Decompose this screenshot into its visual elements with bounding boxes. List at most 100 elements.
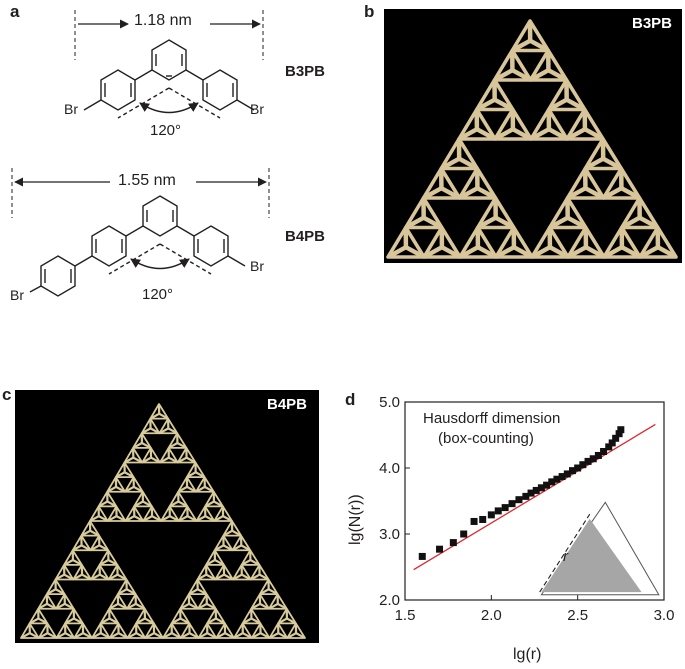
molecule-arm bbox=[475, 185, 494, 198]
data-point bbox=[501, 504, 509, 512]
molecule-ring bbox=[494, 225, 534, 259]
molecule-arm bbox=[162, 515, 171, 521]
molecule-arm bbox=[425, 185, 444, 198]
molecule-arm bbox=[606, 244, 625, 257]
molecule-arm bbox=[134, 441, 144, 448]
molecule-ring bbox=[142, 505, 162, 522]
molecule-ring bbox=[474, 78, 515, 112]
molecule-arm bbox=[46, 632, 56, 638]
molecule-ring bbox=[529, 107, 569, 141]
molecule-ring bbox=[89, 505, 109, 522]
molecule-arm bbox=[197, 485, 206, 492]
molecule-ring bbox=[457, 107, 497, 141]
molecule-arm bbox=[169, 441, 179, 448]
molecule-ring bbox=[565, 166, 606, 200]
molecule-arm bbox=[116, 573, 126, 580]
molecule-arm bbox=[126, 485, 135, 492]
molecule-ring bbox=[187, 578, 208, 596]
molecule-ring bbox=[215, 622, 235, 639]
molecule-arm bbox=[164, 632, 173, 638]
molecule-arm bbox=[118, 588, 128, 595]
molecule-arm bbox=[619, 244, 638, 257]
molecule-arm bbox=[443, 156, 462, 169]
molecule-ring bbox=[135, 607, 155, 625]
molecule-arm bbox=[101, 617, 111, 624]
data-point bbox=[508, 500, 516, 508]
y-axis-label: lg(N(r)) bbox=[347, 494, 364, 545]
inset-shaded-region bbox=[541, 518, 642, 593]
y-tick-label: 2.0 bbox=[379, 592, 400, 609]
molecule-ring bbox=[90, 563, 110, 581]
data-point bbox=[589, 455, 597, 463]
molecule-ring bbox=[213, 505, 233, 522]
inset-sierpinski bbox=[539, 501, 660, 596]
molecule-ring bbox=[55, 622, 76, 639]
molecule-ring bbox=[547, 196, 588, 230]
molecule-arm bbox=[583, 185, 602, 198]
panel-label-b: b bbox=[364, 2, 375, 21]
b3pb-structure bbox=[83, 39, 255, 119]
molecule-arm bbox=[80, 544, 90, 551]
molecule-arm bbox=[439, 244, 458, 257]
molecule-ring bbox=[638, 225, 678, 259]
b3pb-angle: 120° bbox=[150, 122, 182, 139]
molecule-ring bbox=[197, 622, 218, 639]
molecule-arm bbox=[511, 244, 530, 257]
molecule-ring bbox=[108, 622, 129, 639]
molecule-ring bbox=[54, 563, 75, 581]
molecule-arm bbox=[98, 573, 108, 580]
molecule-arm bbox=[221, 515, 231, 521]
molecule-arm bbox=[168, 515, 178, 521]
molecule-arm bbox=[28, 632, 38, 638]
b4pb-length: 1.55 nm bbox=[118, 172, 176, 189]
molecule-arm bbox=[241, 632, 251, 638]
molecule-ring bbox=[214, 563, 234, 581]
molecule-arm bbox=[199, 602, 208, 609]
data-point bbox=[479, 515, 487, 523]
molecule-ring bbox=[124, 505, 145, 522]
b4pb-br-right: Br bbox=[250, 258, 264, 274]
data-point bbox=[537, 484, 545, 492]
molecule-arm bbox=[623, 215, 642, 228]
molecule-arm bbox=[181, 602, 191, 609]
molecule-arm bbox=[57, 602, 66, 609]
molecule-arm bbox=[551, 215, 570, 228]
molecule-ring bbox=[64, 607, 84, 625]
molecule-ring bbox=[205, 549, 225, 566]
molecule-arm bbox=[123, 471, 133, 478]
molecule-arm bbox=[185, 456, 195, 463]
molecule-arm bbox=[73, 544, 83, 551]
chart-annotation-line1: Hausdorff dimension bbox=[423, 410, 561, 427]
molecule-ring bbox=[91, 622, 111, 639]
molecule-arm bbox=[279, 617, 289, 624]
molecule-arm bbox=[179, 617, 189, 624]
molecule-ring bbox=[204, 490, 224, 508]
molecule-ring bbox=[106, 476, 126, 493]
molecule-arm bbox=[217, 632, 227, 638]
molecule-arm bbox=[108, 485, 118, 492]
molecule-arm bbox=[600, 156, 619, 169]
x-axis-label: lg(r) bbox=[513, 646, 542, 663]
molecule-arm bbox=[461, 126, 480, 139]
molecule-arm bbox=[158, 412, 167, 419]
molecule-arm bbox=[426, 244, 445, 257]
data-point bbox=[617, 426, 625, 434]
molecule-arm bbox=[99, 632, 109, 638]
sierpinski-b4pb bbox=[20, 403, 306, 639]
molecule-arm bbox=[140, 441, 150, 448]
molecule-ring bbox=[546, 78, 587, 112]
molecule-ring bbox=[493, 107, 533, 141]
molecule-ring bbox=[421, 166, 462, 200]
molecule-ring bbox=[197, 593, 217, 610]
molecule-ring bbox=[277, 607, 297, 625]
x-tick-label: 3.0 bbox=[654, 607, 675, 624]
b4pb-name: B4PB bbox=[285, 228, 326, 245]
molecule-arm bbox=[242, 558, 252, 565]
molecule-arm bbox=[196, 588, 206, 595]
molecule-arm bbox=[126, 515, 136, 521]
molecule-arm bbox=[198, 573, 208, 580]
molecule-arm bbox=[288, 632, 298, 638]
molecule-ring bbox=[177, 476, 197, 493]
molecule-arm bbox=[91, 515, 100, 521]
y-tick-label: 4.0 bbox=[379, 460, 400, 477]
